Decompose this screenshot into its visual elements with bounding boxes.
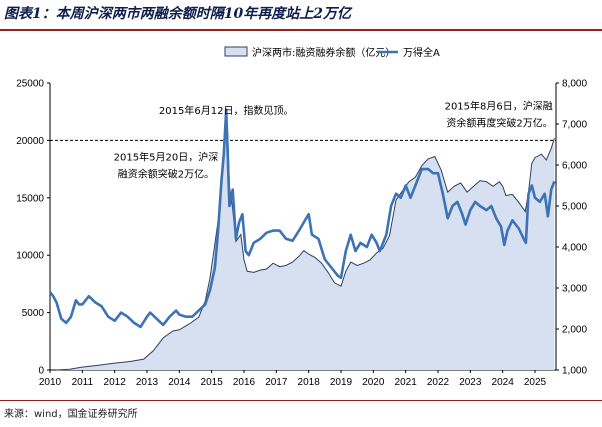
annotation-peak: 2015年6月12日，指数见顶。	[159, 104, 294, 117]
source-note: 来源：wind，国金证券研究所	[4, 409, 138, 420]
legend: 沪深两市:融资融券余额（亿元） 万得全A	[224, 46, 440, 59]
left-tick-label: 20000	[16, 136, 44, 147]
right-tick-label: 5,000	[562, 202, 587, 213]
x-tick-label: 2014	[168, 377, 191, 388]
annotation-2015-aug: 资余额再度突破2万亿。	[446, 116, 552, 129]
x-tick-label: 2012	[104, 377, 127, 388]
title-divider	[0, 29, 602, 31]
right-tick-label: 4,000	[562, 243, 587, 254]
x-tick-label: 2025	[524, 377, 547, 388]
source-divider	[0, 400, 602, 401]
legend-label-margin: 沪深两市:融资融券余额（亿元）	[252, 46, 395, 59]
x-tick-label: 2019	[330, 377, 353, 388]
legend-area-swatch	[224, 46, 248, 57]
x-tick-label: 2017	[265, 377, 288, 388]
annotation-2015-may: 2015年5月20日，沪深	[114, 150, 219, 163]
right-tick-label: 3,000	[562, 284, 587, 295]
annotation-2015-aug: 2015年8月6日，沪深融	[445, 99, 553, 112]
left-tick-label: 0	[38, 366, 44, 377]
x-tick-label: 2011	[72, 377, 94, 388]
x-tick-label: 2021	[395, 377, 418, 388]
annotation-2015-may: 融资余额突破2万亿。	[118, 167, 214, 180]
x-tick-label: 2022	[427, 377, 450, 388]
right-tick-label: 7,000	[562, 120, 587, 131]
left-tick-label: 25000	[16, 79, 44, 90]
x-tick-label: 2013	[136, 377, 159, 388]
left-tick-label: 15000	[16, 193, 44, 204]
right-tick-label: 6,000	[562, 161, 587, 172]
right-tick-label: 2,000	[562, 325, 587, 336]
x-tick-label: 2010	[39, 377, 62, 388]
right-tick-label: 8,000	[562, 79, 587, 90]
x-tick-label: 2023	[459, 377, 482, 388]
right-tick-label: 1,000	[562, 366, 587, 377]
margin-balance-area	[56, 109, 555, 371]
wind-all-a-line	[48, 108, 556, 329]
x-tick-label: 2016	[233, 377, 256, 388]
x-tick-label: 2015	[201, 377, 224, 388]
series-layer	[48, 108, 556, 371]
left-tick-label: 5000	[22, 308, 45, 319]
left-tick-label: 10000	[16, 251, 44, 262]
x-tick-label: 2018	[298, 377, 321, 388]
legend-label-index: 万得全A	[403, 46, 440, 59]
x-tick-label: 2024	[492, 377, 515, 388]
page-title: 图表1：本周沪深两市两融余额时隔10年再度站上2万亿	[4, 6, 351, 22]
x-tick-label: 2020	[362, 377, 385, 388]
